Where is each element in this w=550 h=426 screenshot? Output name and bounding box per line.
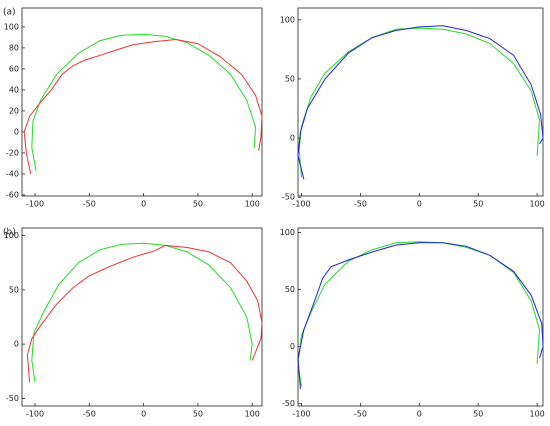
plot-frame [297,7,544,197]
y-tick-label: 20 [9,106,19,115]
x-tick-label: 50 [473,200,483,209]
curve [31,242,253,383]
y-tick-label: -50 [282,399,295,408]
y-tick-label: 50 [285,285,295,294]
y-tick-label: -40 [6,169,19,178]
y-tick-label: 100 [4,22,19,31]
x-tick-label: -100 [26,200,44,209]
y-tick-label: -60 [6,190,19,199]
x-tick-label: -50 [83,200,96,209]
x-tick-label: 0 [417,200,422,209]
x-tick-label: 100 [529,410,544,419]
y-tick-label: -50 [6,394,19,403]
x-tick-label: 100 [245,200,260,209]
panel-label: (b) [3,228,16,238]
y-tick-label: 0 [14,340,19,349]
x-tick-label: 100 [529,200,544,209]
y-tick-label: 0 [290,342,295,351]
x-tick-label: -100 [26,410,44,419]
x-tick-label: 50 [473,410,483,419]
curve [31,33,257,171]
x-tick-label: 100 [245,410,260,419]
panel-label: (a) [3,8,16,18]
x-tick-label: -50 [83,410,96,419]
plot-frame [297,227,544,407]
curve [26,244,263,383]
curve [297,241,541,387]
x-tick-label: 0 [141,200,146,209]
plot-frame [21,227,263,407]
curve [297,25,544,180]
curve [23,38,263,175]
curve [297,242,544,389]
y-tick-label: 60 [9,64,19,73]
x-tick-label: 50 [193,200,203,209]
y-tick-label: 0 [14,127,19,136]
x-tick-label: -50 [354,410,367,419]
x-tick-label: 0 [141,410,146,419]
y-tick-label: 100 [4,231,19,240]
x-tick-label: -50 [354,200,367,209]
y-tick-label: 50 [9,285,19,294]
plot-frame [21,7,263,197]
y-tick-label: -20 [6,148,19,157]
curve [298,27,541,178]
x-tick-label: -100 [292,200,310,209]
x-tick-label: 50 [193,410,203,419]
y-tick-label: 80 [9,43,19,52]
y-tick-label: -50 [282,193,295,202]
y-tick-label: 100 [280,228,295,237]
y-tick-label: 0 [290,134,295,143]
x-tick-label: -100 [292,410,310,419]
y-tick-label: 50 [285,74,295,83]
x-tick-label: 0 [417,410,422,419]
y-tick-label: 100 [280,15,295,24]
y-tick-label: 40 [9,85,19,94]
